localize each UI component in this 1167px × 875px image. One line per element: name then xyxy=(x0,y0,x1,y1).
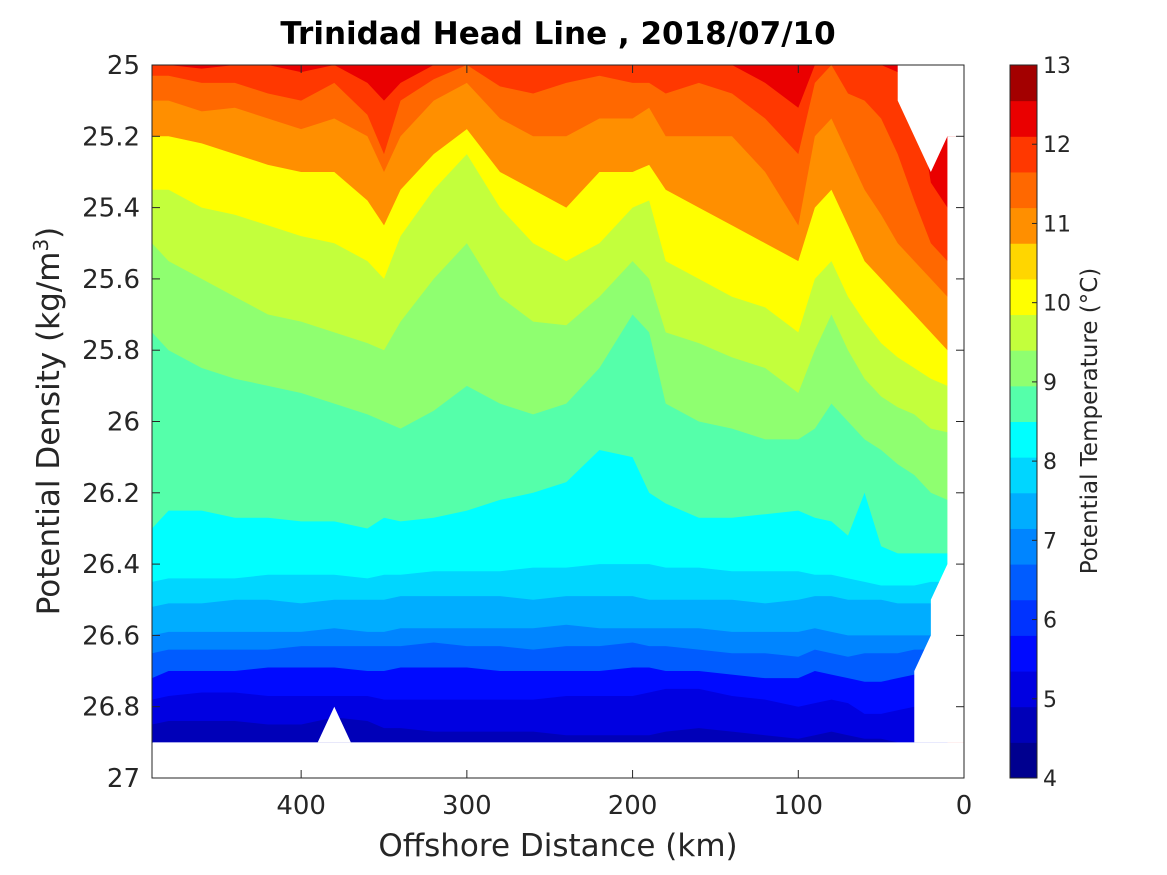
mask-top-right xyxy=(897,65,964,172)
colorbar-swatch xyxy=(1010,599,1037,636)
colorbar-frame xyxy=(1009,64,1038,779)
contour-bands xyxy=(152,65,964,743)
x-axis-label: Offshore Distance (km) xyxy=(378,828,738,864)
y-tick-label: 25.8 xyxy=(82,336,140,366)
mask-right-edge xyxy=(914,136,964,743)
colorbar-swatch xyxy=(1010,207,1037,244)
chart-title: Trinidad Head Line , 2018/07/10 xyxy=(280,16,836,52)
colorbar-swatch xyxy=(1010,528,1037,565)
colorbar-swatch xyxy=(1010,671,1037,708)
colorbar-tick-label: 9 xyxy=(1043,371,1057,396)
y-tick-label: 26.4 xyxy=(82,550,140,580)
colorbar-tick-label: 7 xyxy=(1043,529,1057,554)
colorbar-swatch xyxy=(1010,278,1037,316)
colorbar-swatch xyxy=(1010,564,1037,601)
y-tick-label: 27 xyxy=(107,764,140,794)
colorbar-swatch xyxy=(1010,171,1037,209)
x-tick-label: 200 xyxy=(608,791,658,821)
colorbar-tick-label: 11 xyxy=(1043,212,1071,237)
colorbar-swatch xyxy=(1010,492,1037,529)
y-tick-label: 25.2 xyxy=(82,122,140,152)
colorbar-swatch xyxy=(1010,136,1037,173)
y-tick-label: 25.4 xyxy=(82,194,140,224)
colorbar-swatch xyxy=(1010,314,1037,351)
colorbar-tick-label: 5 xyxy=(1043,688,1057,713)
y-axis-ticks: 25 25.2 25.4 25.6 25.8 26 26.2 26.4 26.6 26.8 27 xyxy=(82,51,964,794)
colorbar-swatch xyxy=(1010,742,1037,779)
colorbar-swatch xyxy=(1010,421,1037,458)
x-tick-label: 400 xyxy=(276,791,326,821)
colorbar-tick-label: 10 xyxy=(1043,292,1071,317)
colorbar-tick-label: 13 xyxy=(1043,54,1071,79)
x-tick-label: 100 xyxy=(773,791,823,821)
colorbar-swatch xyxy=(1010,706,1037,743)
colorbar-swatch xyxy=(1010,635,1037,672)
colorbar-tick-label: 4 xyxy=(1043,767,1057,792)
colorbar-swatch xyxy=(1010,457,1037,494)
mask-bottom xyxy=(153,742,964,778)
colorbar-swatch xyxy=(1010,385,1037,422)
colorbar-tick-label: 6 xyxy=(1043,609,1057,634)
y-tick-label: 26.8 xyxy=(82,693,140,723)
no-data-mask xyxy=(153,65,964,778)
colorbar: 4 5 6 7 8 9 10 11 12 13 xyxy=(1009,54,1071,792)
colorbar-swatch xyxy=(1010,243,1037,280)
y-tick-label: 26 xyxy=(107,408,140,438)
y-tick-label: 26.6 xyxy=(82,621,140,651)
colorbar-swatch xyxy=(1010,65,1037,102)
x-tick-label: 300 xyxy=(442,791,492,821)
x-tick-label: 0 xyxy=(956,791,973,821)
colorbar-tick-label: 8 xyxy=(1043,450,1057,475)
y-tick-label: 25 xyxy=(107,51,140,81)
band-below-5 xyxy=(152,717,948,743)
colorbar-swatch xyxy=(1010,350,1037,387)
y-tick-label: 26.2 xyxy=(82,479,140,509)
colorbar-swatch xyxy=(1010,100,1037,137)
mask-bottom-notch xyxy=(317,706,351,743)
colorbar-tick-label: 12 xyxy=(1043,133,1071,158)
x-axis-ticks: 400 300 200 100 0 xyxy=(276,65,972,821)
y-tick-label: 25.6 xyxy=(82,265,140,295)
